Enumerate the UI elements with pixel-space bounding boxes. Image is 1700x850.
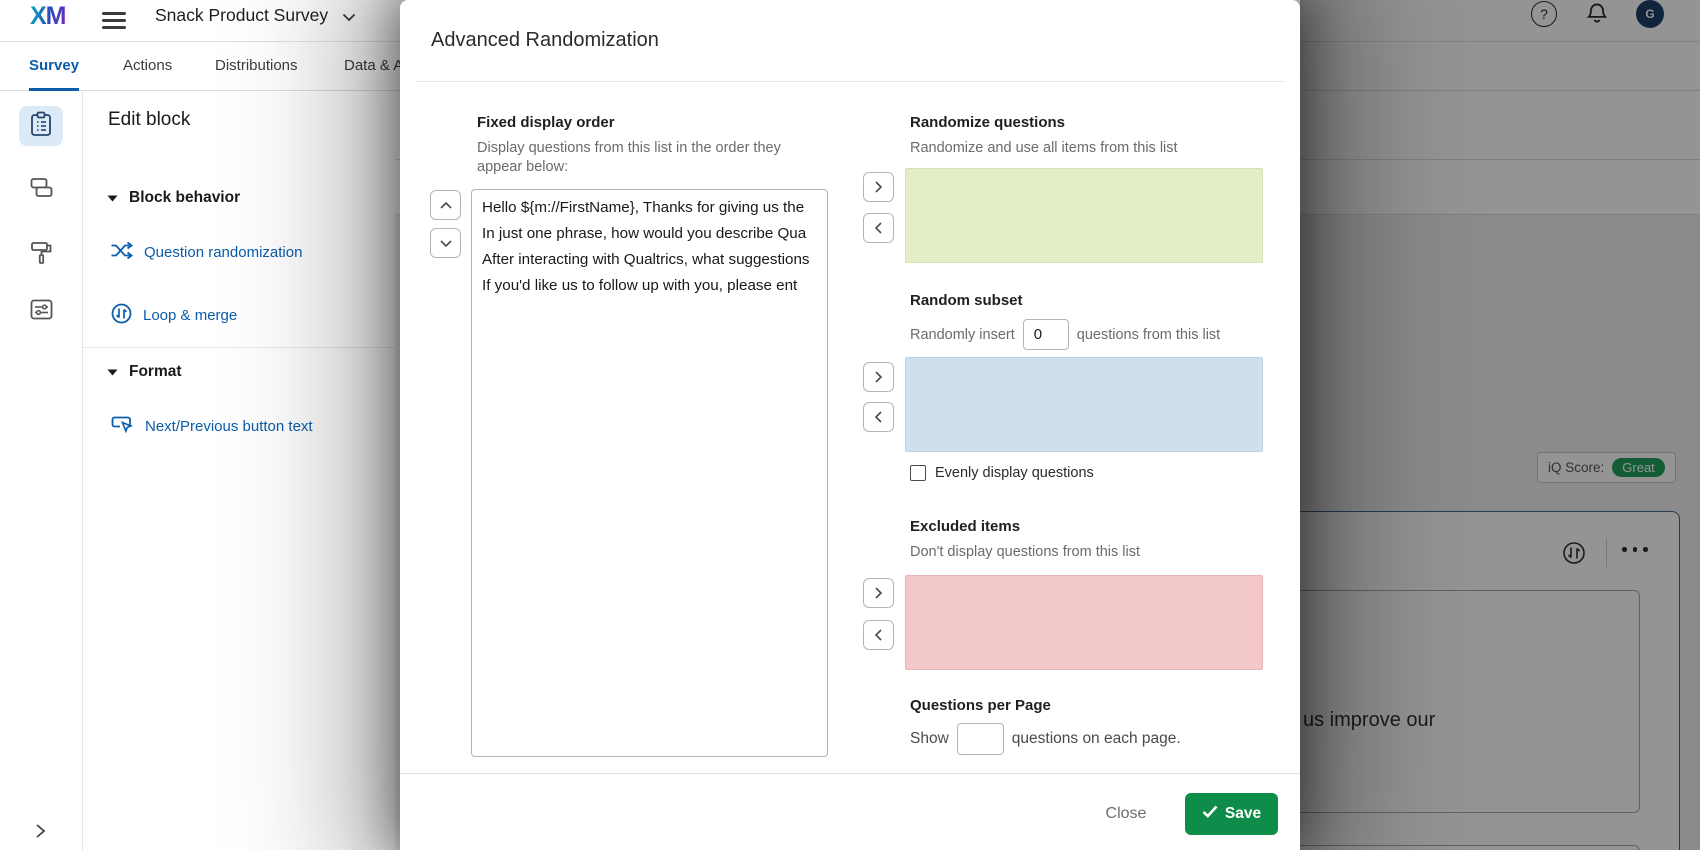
button-cursor-icon [110,413,135,439]
modal-header-divider [415,81,1285,82]
randomize-questions-heading: Randomize questions [910,114,1066,131]
move-left-excluded-button[interactable] [863,620,894,650]
user-avatar[interactable]: G [1636,0,1664,28]
list-item[interactable]: In just one phrase, how would you descri… [482,225,807,242]
tab-survey[interactable]: Survey [29,42,80,91]
advanced-randomization-modal: Advanced Randomization Fixed display ord… [400,0,1300,850]
subset-count-input[interactable] [1022,319,1069,350]
notifications-bell-icon[interactable] [1584,1,1610,33]
tab-actions[interactable]: Actions [123,57,173,74]
questions-from-list-label: questions from this list [1076,326,1221,343]
link-question-randomization[interactable]: Question randomization [110,241,302,264]
randomize-questions-subheading: Randomize and use all items from this li… [910,140,1178,156]
sidebar-item-builder[interactable] [19,106,63,146]
list-item[interactable]: Hello ${m://FirstName}, Thanks for givin… [482,199,805,216]
close-button[interactable]: Close [1095,795,1157,833]
move-left-randomize-button[interactable] [863,213,894,243]
loop-icon [110,302,133,329]
evenly-display-checkbox[interactable] [910,465,926,481]
show-label: Show [910,730,949,747]
fixed-display-order-subheading: Display questions from this list in the … [477,140,781,175]
collapse-triangle-icon [107,363,118,381]
edit-block-panel: Edit block Block behavior Question rando… [83,91,395,850]
link-loop-merge[interactable]: Loop & merge [110,302,237,329]
modal-backdrop [1300,0,1700,850]
move-right-randomize-button[interactable] [863,172,894,202]
hamburger-menu-icon[interactable] [102,12,126,29]
card-header-divider [1606,539,1607,567]
tab-distributions[interactable]: Distributions [215,57,298,74]
sidebar-item-blocks[interactable] [29,175,54,205]
expand-rail-chevron-icon[interactable] [31,822,49,845]
move-down-button[interactable] [430,228,461,258]
iq-score-label: iQ Score: [1548,460,1605,475]
move-right-excluded-button[interactable] [863,578,894,608]
randomly-insert-label: Randomly insert [910,326,1015,343]
move-up-button[interactable] [430,190,461,220]
random-subset-row: Randomly insert questions from this list [910,319,1220,350]
help-icon[interactable]: ? [1531,1,1557,27]
check-icon [1202,805,1218,823]
link-next-previous-button-text[interactable]: Next/Previous button text [110,413,313,439]
excluded-items-subheading: Don't display questions from this list [910,544,1141,560]
modal-title: Advanced Randomization [431,29,659,51]
shuffle-icon [110,241,134,264]
sidebar-item-survey-options[interactable] [29,298,54,326]
per-page-label: questions on each page. [1011,730,1181,747]
survey-title-dropdown[interactable]: Snack Product Survey [155,5,329,25]
block-loop-icon[interactable] [1560,539,1588,572]
chevron-down-icon[interactable] [342,9,356,27]
randomize-questions-list[interactable] [905,168,1263,263]
excluded-items-heading: Excluded items [910,518,1021,535]
section-block-behavior[interactable]: Block behavior [107,189,240,207]
panel-divider [83,347,395,348]
move-right-subset-button[interactable] [863,362,894,392]
list-item[interactable]: If you'd like us to follow up with you, … [482,277,798,294]
question-panel-1[interactable] [1256,590,1640,813]
questions-per-page-row: Show questions on each page. [910,723,1181,755]
iq-score-badge: iQ Score: Great [1537,452,1676,483]
section-format[interactable]: Format [107,363,182,381]
save-button[interactable]: Save [1185,793,1278,835]
question-text-fragment: us improve our [1303,709,1436,731]
modal-footer-divider [400,773,1300,774]
list-item[interactable]: After interacting with Qualtrics, what s… [482,251,810,268]
tab-data-analysis[interactable]: Data & A [344,57,404,74]
random-subset-heading: Random subset [910,292,1023,309]
evenly-display-label: Evenly display questions [935,465,1094,481]
builder-left-rail [0,91,83,850]
move-left-subset-button[interactable] [863,402,894,432]
fixed-display-order-heading: Fixed display order [477,114,615,131]
random-subset-list[interactable] [905,357,1263,452]
panel-title: Edit block [108,109,191,130]
iq-score-value: Great [1612,458,1665,477]
evenly-display-checkbox-row[interactable]: Evenly display questions [910,465,1094,481]
xm-logo: XM [30,2,66,30]
fixed-order-listbox[interactable]: Hello ${m://FirstName}, Thanks for givin… [471,189,828,757]
sidebar-item-style[interactable] [29,240,54,272]
questions-per-page-heading: Questions per Page [910,697,1051,714]
clipboard-list-icon [29,111,53,142]
questions-per-page-input[interactable] [956,723,1004,755]
excluded-items-list[interactable] [905,575,1263,670]
collapse-triangle-icon [107,189,118,207]
block-options-icon[interactable] [1622,547,1656,552]
